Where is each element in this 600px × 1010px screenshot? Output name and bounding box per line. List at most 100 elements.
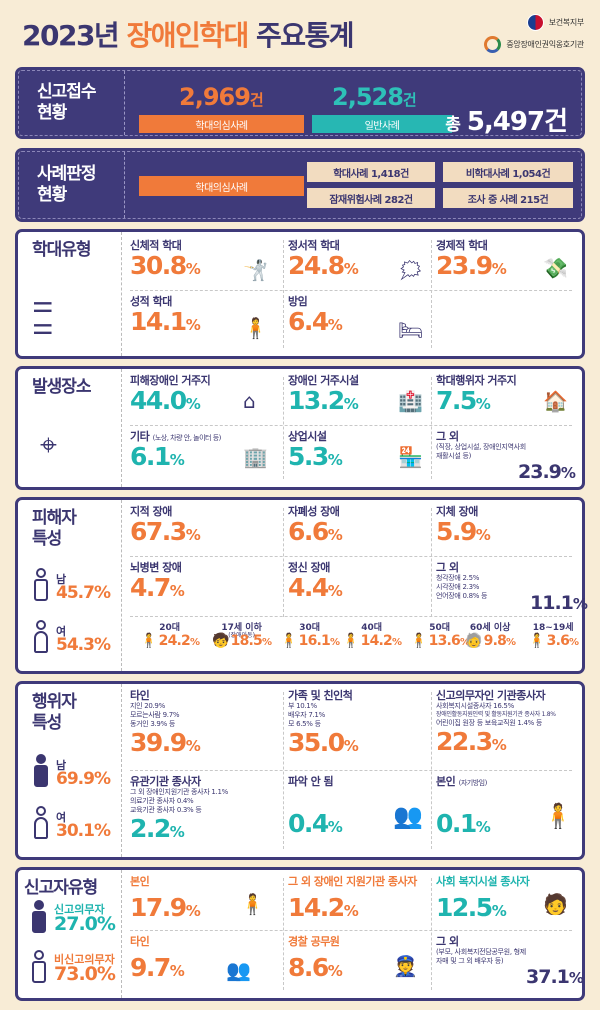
buildings-icon: 🏢 bbox=[243, 445, 268, 469]
disability-item: 자폐성 장애 6.6% bbox=[288, 505, 343, 547]
sexual-abuse-icon: 🧍 bbox=[243, 316, 268, 340]
location-item: 그 외 (직장, 상업시설, 장애인지역사회재활시설 등) bbox=[436, 430, 526, 461]
abuse-type-item: 방임 6.4% bbox=[288, 295, 343, 337]
disability-item: 정신 장애 4.4% bbox=[288, 561, 343, 603]
location-item: 피해장애인 거주지 44.0% bbox=[130, 374, 211, 416]
report-status-panel: 신고접수 현황 2,969건 학대의심사례 2,528건 일반사례 총 5,497… bbox=[15, 67, 585, 139]
reporter-item: 경찰 공무원 8.6% bbox=[288, 935, 343, 983]
perpetrator-item: 타인 지인 20.9% 모르는사람 9.7% 동거인 3.9% 등 39.9% bbox=[130, 689, 201, 758]
judgment-status-label: 사례판정 현황 bbox=[19, 152, 125, 218]
abuse-type-item: 정서적 학대 24.8% bbox=[288, 239, 359, 281]
org-name-ministry: 보건복지부 bbox=[548, 18, 585, 27]
person-icon: 🧍 bbox=[140, 633, 157, 649]
age-item: 17세 이하 (장애아동) 🧒 18.5% bbox=[212, 623, 272, 650]
emotional-abuse-icon: 🗯 bbox=[398, 258, 424, 282]
perpetrator-house-icon: 🏠 bbox=[543, 389, 568, 413]
report-status-label: 신고접수 현황 bbox=[19, 71, 125, 135]
unknown-persons-icon: 👥 bbox=[393, 802, 423, 830]
perpetrator-item: 신고의무자인 기관종사자 사회복지시설종사자 16.5% 장애인활동지원인력 및 활… bbox=[436, 689, 556, 757]
judgment-item: 잠재위험사례 282건 bbox=[307, 188, 435, 208]
location-item: 기타 (노상, 차량 안, 놀이터 등) 6.1% bbox=[130, 430, 221, 472]
suspected-cases-bar: 학대의심사례 bbox=[139, 115, 304, 133]
reporter-item: 본인 17.9% bbox=[130, 875, 201, 923]
location-label: 발생장소 bbox=[32, 377, 92, 397]
abuse-type-item: 신체적 학대 30.8% bbox=[130, 239, 201, 281]
reporter-other-value: 37.1% bbox=[526, 966, 584, 988]
abuse-type-item: 경제적 학대 23.9% bbox=[436, 239, 507, 281]
abuse-type-label: 학대유형 bbox=[32, 240, 92, 260]
perpetrator-item: 본인 (자기방임) 0.1% bbox=[436, 775, 491, 839]
general-cases-count: 2,528건 bbox=[332, 83, 417, 111]
total-count: 총 5,497건 bbox=[445, 107, 568, 137]
reporter-label: 신고자유형 bbox=[24, 878, 98, 898]
page-title: 2023년 장애인학대 주요통계 bbox=[22, 19, 355, 52]
org-name-agency: 중앙장애인권익옹호기관 bbox=[506, 40, 584, 49]
judgment-item: 학대사례 1,418건 bbox=[307, 162, 435, 182]
victim-panel: 피해자 특성 남 45.7% 여 54.3% 지적 장애 67.3% 자폐성 장애 6.6… bbox=[15, 497, 588, 674]
government-seal-icon bbox=[526, 14, 544, 31]
judgment-item: 조사 중 사례 215건 bbox=[443, 188, 573, 208]
location-item: 장애인 거주시설 13.2% bbox=[288, 374, 359, 416]
perpetrator-item: 파악 안 됨 0.4% bbox=[288, 775, 343, 839]
person-icon: 🧍 bbox=[342, 633, 359, 649]
general-cases-bar: 일반사례 bbox=[312, 115, 452, 133]
victim-female: 여 54.3% bbox=[30, 620, 111, 654]
person-icon: 🧍 bbox=[410, 633, 427, 649]
reporter-panel: 신고자유형 신고의무자 27.0% 비신고의무자 73.0% 본인 17.9% 🧍 그… bbox=[15, 867, 585, 1001]
judgment-item: 비학대사례 1,054건 bbox=[443, 162, 573, 182]
perpetrator-label: 행위자 특성 bbox=[32, 692, 77, 734]
reporter-item: 그 외 장애인 지원기관 종사자 14.2% bbox=[288, 875, 417, 923]
perpetrator-female: 여 30.1% bbox=[30, 806, 111, 840]
elderly-icon: 🧓 bbox=[465, 633, 482, 649]
age-item: 20대 🧍 24.2% bbox=[140, 623, 200, 650]
age-item: 50대 🧍 13.6% bbox=[410, 623, 470, 650]
disability-item: 그 외 청각장애 2.5% 시각장애 2.3% 언어장애 0.8% 등 bbox=[436, 561, 488, 601]
location-other-value: 23.9% bbox=[518, 461, 576, 483]
money-icon: 💸 bbox=[543, 256, 568, 280]
perpetrator-item: 유관기관 종사자 그 외 장애인지원기관 종사자 1.1% 의료기관 종사자 0.4… bbox=[130, 775, 228, 844]
abuse-type-panel: 학대유형 ⚌ ⚌ 신체적 학대 30.8% 🤺 정서적 학대 24.8% 🗯 경제적 … bbox=[15, 229, 585, 359]
judgment-main-bar: 학대의심사례 bbox=[139, 176, 304, 196]
person-icon: 🧍 bbox=[528, 633, 545, 649]
abuse-type-item: 성적 학대 14.1% bbox=[130, 295, 201, 337]
non-mandatory-reporter: 비신고의무자 73.0% bbox=[28, 950, 116, 984]
perpetrator-male: 남 69.9% bbox=[30, 754, 111, 788]
reporter-item: 타인 9.7% bbox=[130, 935, 185, 983]
age-item: 30대 🧍 16.1% bbox=[280, 623, 340, 650]
worker-icon: 🧑 bbox=[543, 892, 568, 916]
judgment-status-panel: 사례판정 현황 학대의심사례 학대사례 1,418건 비학대사례 1,054건 잠… bbox=[15, 148, 585, 222]
neglect-bed-icon: 🛏 bbox=[398, 318, 424, 342]
police-icon: 👮 bbox=[393, 954, 418, 978]
reporter-item: 그 외 (부모, 사회복지전담공무원, 형제자매 및 그 외 배우자 등) bbox=[436, 935, 526, 966]
mandatory-reporter: 신고의무자 27.0% bbox=[28, 900, 116, 934]
age-item: 40대 🧍 14.2% bbox=[342, 623, 402, 650]
agency-logo-icon bbox=[484, 36, 502, 53]
disability-other-value: 11.1% bbox=[530, 592, 588, 614]
house-icon: ⌂ bbox=[243, 389, 256, 413]
sliders-icon: ⚌ ⚌ bbox=[32, 290, 54, 340]
self-report-icon: 🧍 bbox=[240, 892, 265, 916]
facility-icon: 🏥 bbox=[398, 389, 423, 413]
physical-abuse-icon: 🤺 bbox=[243, 258, 268, 282]
perpetrator-item: 가족 및 친인척 부 10.1% 배우자 7.1% 모 6.5% 등 35.0% bbox=[288, 689, 359, 758]
suspected-cases-count: 2,969건 bbox=[179, 83, 264, 111]
victim-label: 피해자 특성 bbox=[32, 508, 77, 550]
location-item: 상업시설 5.3% bbox=[288, 430, 343, 472]
age-distribution: 20대 🧍 24.2% 17세 이하 (장애아동) 🧒 18.5% 30대 🧍 16.1% 4… bbox=[130, 623, 579, 664]
person-icon: 🧍 bbox=[280, 633, 297, 649]
shop-icon: 🏪 bbox=[398, 445, 423, 469]
location-pin-icon: ⌖ bbox=[40, 428, 57, 463]
age-item: 18~19세 🧍 3.6% bbox=[528, 623, 579, 650]
disability-item: 지적 장애 67.3% bbox=[130, 505, 201, 547]
child-icon: 🧒 bbox=[212, 633, 229, 649]
age-item: 60세 이상 🧓 9.8% bbox=[465, 623, 516, 650]
disability-item: 지체 장애 5.9% bbox=[436, 505, 491, 547]
perpetrator-panel: 행위자 특성 남 69.9% 여 30.1% 타인 지인 20.9% 모르는사람 9.7%… bbox=[15, 681, 585, 860]
org-logos: 보건복지부 중앙장애인권익옹호기관 bbox=[414, 14, 584, 53]
location-panel: 발생장소 ⌖ 피해장애인 거주지 44.0% ⌂ 장애인 거주시설 13.2% 🏥 … bbox=[15, 366, 585, 490]
victim-male: 남 45.7% bbox=[30, 568, 111, 602]
others-icon: 👥 bbox=[226, 958, 251, 982]
reporter-item: 사회 복지시설 종사자 12.5% bbox=[436, 875, 530, 923]
disability-item: 뇌병변 장애 4.7% bbox=[130, 561, 185, 603]
location-item: 학대행위자 거주지 7.5% bbox=[436, 374, 517, 416]
